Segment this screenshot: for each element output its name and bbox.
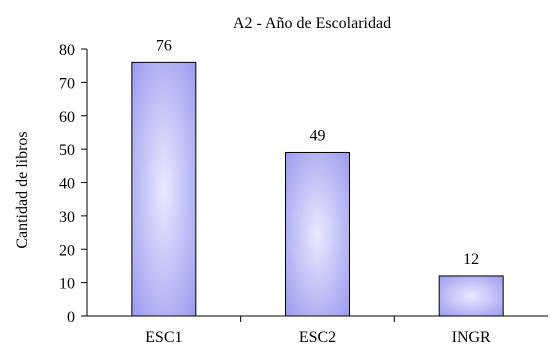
x-tick-label: ESC1 <box>145 329 182 346</box>
y-tick-label: 80 <box>59 42 75 59</box>
data-label: 12 <box>463 251 479 268</box>
bar <box>131 61 197 317</box>
data-label: 49 <box>310 127 326 144</box>
data-label: 76 <box>156 37 172 54</box>
bar <box>285 151 350 317</box>
y-tick-label: 20 <box>59 242 75 259</box>
x-tick-label: INGR <box>452 329 491 346</box>
y-tick-label: 60 <box>59 109 75 126</box>
y-tick-label: 0 <box>67 309 75 326</box>
plot-area: 0 10 20 30 40 50 60 70 80 76 ESC1 49 ESC2 12 INGR <box>59 37 548 346</box>
y-tick-label: 40 <box>59 176 75 193</box>
y-axis-label: Cantidad de libros <box>14 131 31 248</box>
y-tick-label: 70 <box>59 75 75 92</box>
x-tick-label: ESC2 <box>299 329 336 346</box>
chart-title: A2 - Año de Escolaridad <box>233 15 391 32</box>
y-tick-label: 50 <box>59 142 75 159</box>
y-tick-label: 10 <box>59 276 75 293</box>
bar <box>438 275 504 317</box>
y-tick-label: 30 <box>59 209 75 226</box>
